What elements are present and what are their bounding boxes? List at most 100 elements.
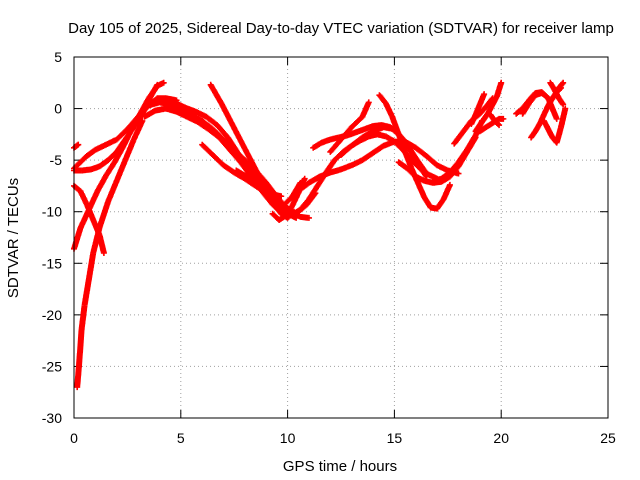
data-point-run [96, 199, 111, 231]
data-point-run [235, 151, 252, 171]
data-point-run [145, 84, 160, 102]
tick-labels: 0 5 10 15 20 25 -30 -25 -20 -15 -10 -5 0 5 [42, 49, 616, 446]
data-point [301, 175, 308, 182]
data-point-run [209, 152, 226, 168]
data-point-run [113, 158, 128, 184]
data-points [71, 79, 569, 391]
data-point [481, 91, 488, 98]
data-point-run [404, 165, 418, 179]
data-point-run [105, 149, 119, 164]
data-point-run [476, 104, 489, 117]
y-tick-label: 5 [54, 49, 62, 65]
series-arc-15 [295, 138, 462, 195]
data-point [305, 214, 312, 221]
data-point-run [491, 117, 501, 127]
data-point-run [423, 153, 440, 168]
data-point-run [446, 160, 461, 176]
series-arc-24 [472, 79, 505, 135]
data-point-run [226, 146, 243, 165]
data-point-run [280, 195, 294, 209]
data-point-run [105, 179, 120, 205]
data-point-run [111, 145, 126, 166]
data-point-run [103, 160, 117, 179]
data-point-run [389, 113, 402, 136]
data-point-run [77, 188, 90, 207]
data-point-run [94, 173, 109, 195]
series-arc-30 [540, 105, 569, 146]
data-point [560, 101, 567, 108]
data-point-run [414, 179, 427, 199]
data-point-run [239, 141, 256, 167]
x-tick-label: 15 [387, 430, 403, 446]
data-point [500, 115, 507, 122]
data-point [160, 79, 167, 86]
data-point [455, 170, 462, 177]
data-point-run [199, 117, 215, 132]
chart-title: Day 105 of 2025, Sidereal Day-to-day VTE… [68, 20, 614, 37]
x-tick-label: 0 [70, 430, 78, 446]
data-point-run [348, 114, 365, 131]
y-axis-title: SDTVAR / TECUs [5, 178, 22, 298]
series-arc-26 [487, 111, 503, 129]
data-point-run [229, 121, 246, 147]
data-point-run [306, 184, 320, 203]
data-point-run [395, 131, 408, 154]
y-tick-label: -15 [42, 255, 62, 271]
data-point-run [526, 93, 538, 107]
data-point [560, 79, 567, 86]
y-tick-label: -30 [42, 410, 62, 426]
data-point-run [267, 190, 279, 204]
data-point [498, 79, 505, 86]
data-point [293, 214, 300, 221]
data-point [278, 193, 285, 200]
series-arc-3 [71, 79, 167, 252]
data-point-run [412, 157, 429, 179]
data-point-run [402, 148, 414, 170]
data-point-run [338, 125, 354, 143]
plot-frame [73, 56, 609, 419]
x-tick-label: 10 [280, 430, 296, 446]
data-point-run [297, 197, 311, 213]
data-point [100, 249, 107, 256]
x-tick-label: 20 [493, 430, 509, 446]
x-tick-label: 5 [177, 430, 185, 446]
data-point-run [455, 148, 470, 166]
data-point-run [451, 130, 465, 147]
data-point-run [382, 100, 395, 119]
data-point-run [338, 143, 354, 158]
data-point-run [209, 126, 226, 142]
series-arc-6 [74, 117, 146, 391]
data-point-run [483, 96, 495, 110]
data-point-run [113, 127, 130, 143]
data-point-run [327, 137, 343, 155]
y-tick-label: -5 [50, 152, 63, 168]
x-tick-label: 25 [600, 430, 616, 446]
data-point-run [493, 81, 504, 100]
data-point [553, 115, 560, 122]
data-point-run [376, 92, 388, 106]
data-point-run [137, 96, 151, 117]
data-point [562, 105, 569, 112]
y-tick-label: -10 [42, 204, 62, 220]
data-point-run [259, 180, 273, 196]
data-point-run [295, 180, 311, 195]
data-point [558, 84, 565, 91]
data-point-run [412, 144, 429, 159]
data-point-run [440, 183, 453, 203]
data-point-run [83, 201, 96, 222]
data-point-run [122, 137, 137, 164]
data-point [75, 141, 82, 148]
data-point-run [269, 198, 284, 216]
y-tick-label: -20 [42, 307, 62, 323]
data-point-run [224, 134, 241, 156]
y-tick-label: -25 [42, 358, 62, 374]
data-point [139, 117, 146, 124]
series-arc-31 [547, 79, 567, 108]
data-point-run [207, 81, 224, 106]
data-point-run [199, 141, 215, 157]
data-point-run [402, 138, 418, 162]
data-point-run [348, 135, 365, 149]
data-point-run [128, 112, 143, 133]
